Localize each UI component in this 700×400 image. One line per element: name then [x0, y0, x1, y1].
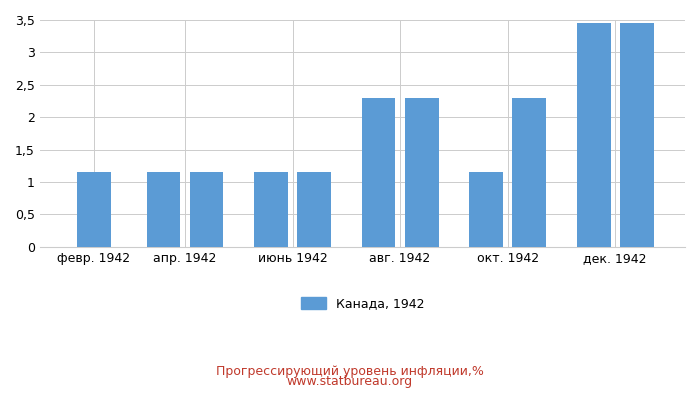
Text: www.statbureau.org: www.statbureau.org — [287, 376, 413, 388]
Bar — [190, 172, 223, 247]
Bar — [146, 172, 181, 247]
Legend: Канада, 1942: Канада, 1942 — [295, 292, 429, 315]
Bar — [297, 172, 331, 247]
Bar — [512, 98, 546, 247]
Bar — [469, 172, 503, 247]
Bar — [620, 23, 654, 247]
Bar — [405, 98, 438, 247]
Bar — [254, 172, 288, 247]
Bar — [362, 98, 396, 247]
Bar — [577, 23, 610, 247]
Text: Прогрессирующий уровень инфляции,%: Прогрессирующий уровень инфляции,% — [216, 366, 484, 378]
Bar — [77, 172, 111, 247]
